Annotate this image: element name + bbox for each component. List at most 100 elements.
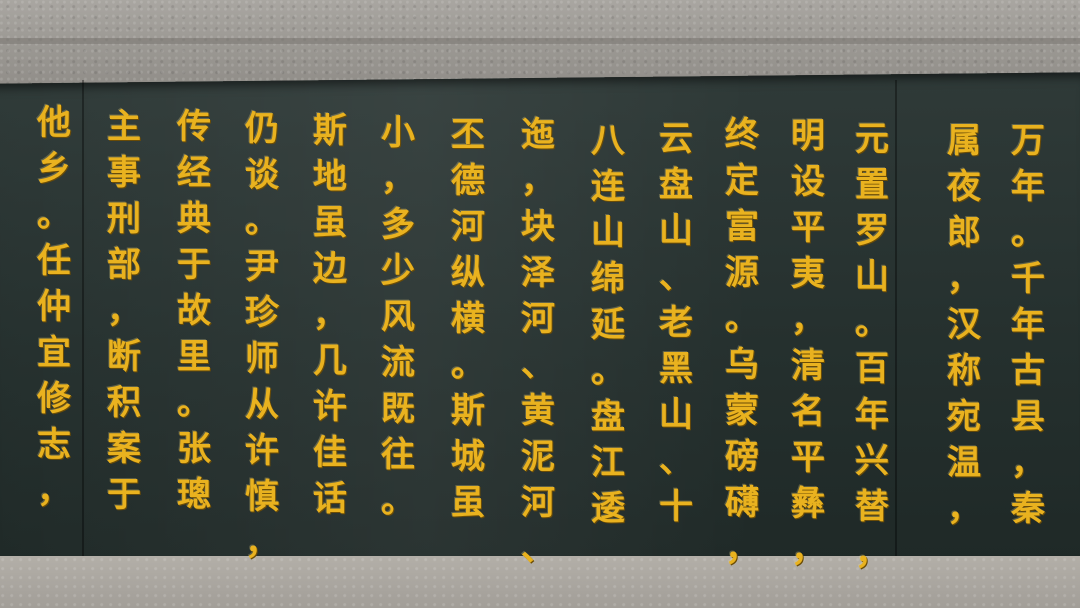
- inscription-character: 年: [1011, 167, 1045, 207]
- inscription-character: 乡: [37, 149, 71, 189]
- inscription-character: 、: [659, 257, 693, 297]
- inscription-character: 里: [177, 337, 211, 377]
- inscription-character: 宛: [947, 397, 981, 437]
- granite-frame-top: [0, 0, 1080, 92]
- inscription-character: 德: [451, 161, 485, 201]
- inscription-column: 终定富源。乌蒙磅礴 ，: [719, 112, 765, 572]
- inscription-character: ，: [245, 523, 279, 563]
- inscription-character: 虽: [451, 483, 485, 523]
- inscription-character: 璁: [177, 475, 211, 515]
- inscription-character: 泽: [521, 253, 555, 293]
- inscription-character: 刑: [107, 199, 141, 239]
- inscription-character: 仍: [245, 109, 279, 149]
- inscription-character: 谈: [245, 155, 279, 195]
- inscription-character: 仲: [37, 287, 71, 327]
- inscription-column: 他乡。任仲宜修志 ，: [31, 100, 77, 514]
- inscription-character: 纵: [451, 253, 485, 293]
- inscription-character: 河: [521, 483, 555, 523]
- inscription-character: 古: [1011, 351, 1045, 391]
- inscription-character: 风: [381, 297, 415, 337]
- inscription-character: 山: [659, 395, 693, 435]
- inscription-character: 。: [855, 303, 889, 343]
- inscription-character: 往: [381, 435, 415, 475]
- inscription-character: 于: [107, 475, 141, 515]
- inscription-character: 、: [521, 529, 555, 569]
- inscription-character: 千: [1011, 259, 1045, 299]
- inscription-character: 流: [381, 343, 415, 383]
- inscription-column: 云盘山、老黑山、十: [653, 116, 699, 530]
- inscription-character: 从: [245, 385, 279, 425]
- inscription-character: 置: [855, 165, 889, 205]
- inscription-character: 盘: [591, 397, 625, 437]
- inscription-character: 夜: [947, 167, 981, 207]
- inscription-character: 绵: [591, 259, 625, 299]
- inscription-character: 磅: [725, 437, 759, 477]
- inscription-character: 元: [855, 119, 889, 159]
- inscription-character: ，: [855, 533, 889, 573]
- inscription-column: 八连山绵延。盘江逶: [585, 118, 631, 532]
- inscription-column: 明设平夷，清名平彝，: [785, 113, 831, 573]
- inscription-column: 丕德河纵横。斯城虽: [445, 112, 491, 526]
- inscription-character: 宜: [37, 333, 71, 373]
- inscription-character: 八: [591, 121, 625, 161]
- inscription-character: 定: [725, 161, 759, 201]
- inscription-character: 、: [659, 441, 693, 481]
- inscription-character: 许: [245, 431, 279, 471]
- inscription-character: 河: [451, 207, 485, 247]
- inscription-character: 平: [791, 208, 825, 248]
- inscription-character: 典: [177, 199, 211, 239]
- inscription-character: 逶: [591, 489, 625, 529]
- inscription-character: 。: [177, 383, 211, 423]
- inscription-character: 他: [37, 103, 71, 143]
- inscription-character: 秦: [1011, 489, 1045, 529]
- inscription-column: 万年。千年古县，秦: [1005, 118, 1051, 532]
- inscription-character: 、: [521, 345, 555, 385]
- inscription-character: 块: [521, 207, 555, 247]
- inscription-character: 虽: [313, 203, 347, 243]
- inscription-character: 志: [37, 425, 71, 465]
- inscription-character: 江: [591, 443, 625, 483]
- inscription-character: ，: [725, 529, 759, 569]
- inscription-character: 替: [855, 487, 889, 527]
- inscription-character: 泥: [521, 437, 555, 477]
- inscription-character: 斯: [451, 391, 485, 431]
- inscription-character: 延: [591, 305, 625, 345]
- inscription-character: 称: [947, 351, 981, 391]
- inscription-character: 温: [947, 443, 981, 483]
- inscription-character: 年: [855, 395, 889, 435]
- inscription-character: 年: [1011, 305, 1045, 345]
- inscription-character: 。: [451, 345, 485, 385]
- inscription-character: 。: [381, 481, 415, 521]
- inscription-character: 少: [381, 251, 415, 291]
- inscription-character: 佳: [313, 433, 347, 473]
- inscription-column: 传经典于故里。张璁: [171, 104, 217, 518]
- inscription-character: 黄: [521, 391, 555, 431]
- inscription-column: 元置罗山。百年兴替 ，: [849, 116, 895, 576]
- inscription-character: 蒙: [725, 391, 759, 431]
- inscription-character: 既: [381, 389, 415, 429]
- inscription-character: 属: [947, 121, 981, 161]
- inscription-character: 几: [313, 341, 347, 381]
- inscription-character: 地: [313, 157, 347, 197]
- inscription-character: 夷: [791, 254, 825, 294]
- inscription-character: 话: [313, 479, 347, 519]
- inscription-character: ，: [791, 300, 825, 340]
- inscription-character: 河: [521, 299, 555, 339]
- inscription-column: 小 ， 多少风流既往。: [375, 110, 421, 524]
- inscription-character: 斯: [313, 111, 347, 151]
- inscription-character: 横: [451, 299, 485, 339]
- inscription-character: 县: [1011, 397, 1045, 437]
- inscription-character: 山: [591, 213, 625, 253]
- inscription-character: 传: [177, 107, 211, 147]
- inscription-character: 。: [245, 201, 279, 241]
- inscription-character: 万: [1011, 121, 1045, 161]
- inscription-character: 师: [245, 339, 279, 379]
- tablet-seam: [82, 80, 84, 570]
- inscription-character: ，: [381, 159, 415, 199]
- inscription-character: ，: [37, 471, 71, 511]
- inscription-character: 明: [791, 116, 825, 156]
- inscription-character: 。: [725, 299, 759, 339]
- inscription-character: 源: [725, 253, 759, 293]
- inscription-character: ，: [791, 530, 825, 570]
- inscription-character: 断: [107, 337, 141, 377]
